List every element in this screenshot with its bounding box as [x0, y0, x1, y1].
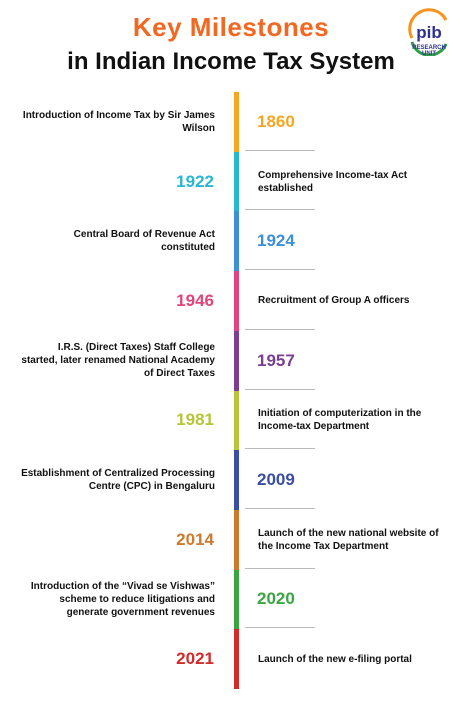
row-separator — [245, 507, 315, 509]
milestone-description: I.R.S. (Direct Taxes) Staff College star… — [21, 342, 215, 380]
row-separator — [245, 627, 315, 629]
milestone-description: Comprehensive Income-tax Act established — [258, 169, 408, 194]
milestone-description: Establishment of Centralized Processing … — [21, 468, 215, 493]
row-separator — [245, 149, 315, 151]
timeline-segment — [234, 629, 239, 690]
milestone-description: Introduction of the “Vivad se Vishwas” s… — [30, 580, 215, 618]
timeline-segment — [234, 211, 239, 272]
milestone-description: Central Board of Revenue Act constituted — [73, 229, 215, 254]
timeline-segment — [234, 92, 239, 153]
milestone-description: Launch of the new national website of th… — [258, 527, 439, 552]
row-separator — [245, 448, 315, 450]
page-title-line-2: in Indian Income Tax System — [67, 48, 395, 75]
milestone-year: 1946 — [176, 290, 214, 310]
row-separator — [245, 328, 315, 330]
timeline-segment — [234, 569, 239, 630]
timeline-segment — [234, 390, 239, 451]
milestone-year: 2014 — [176, 529, 214, 549]
row-separator — [245, 269, 315, 271]
pib-logo: pib — [408, 8, 448, 56]
milestone-year: 2021 — [176, 649, 214, 669]
milestone-year: 1860 — [257, 111, 295, 131]
pib-logo-text: pib — [416, 23, 442, 42]
timeline-segment — [234, 271, 239, 332]
milestone-description: Initiation of computerization in the Inc… — [258, 408, 422, 433]
milestone-year: 1924 — [257, 231, 295, 251]
milestone-description: Recruitment of Group A officers — [258, 295, 410, 307]
row-separator — [245, 388, 315, 390]
timeline-segment — [234, 509, 239, 571]
milestone-year: 1922 — [176, 171, 214, 191]
row-separator — [245, 209, 315, 211]
milestone-description: Launch of the new e-filing portal — [258, 653, 412, 665]
milestone-description: Introduction of Income Tax by Sir James … — [22, 109, 215, 134]
milestone-year: 2020 — [257, 589, 295, 609]
row-separator — [245, 567, 315, 569]
timeline-segment — [234, 330, 239, 391]
milestone-year: 2009 — [257, 470, 295, 490]
milestone-year: 1981 — [176, 410, 214, 430]
page-title-line-1: Key Milestones — [132, 12, 330, 42]
timeline-segment — [234, 450, 239, 511]
timeline-segment — [234, 151, 239, 212]
logo-caption: RESEARCH UNIT — [412, 45, 446, 57]
milestone-year: 1957 — [257, 350, 295, 370]
